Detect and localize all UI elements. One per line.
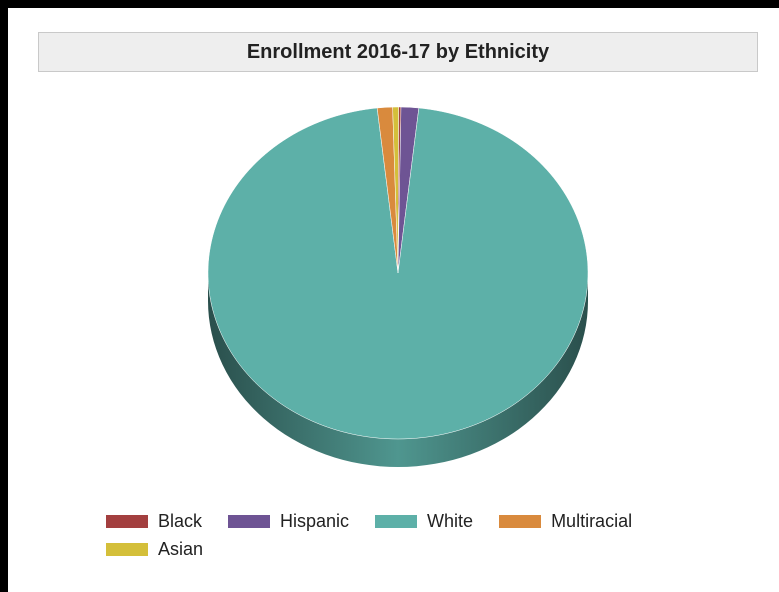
pie-chart — [207, 106, 589, 467]
pie-slice-white[interactable] — [207, 107, 589, 440]
legend-item-asian[interactable]: Asian — [106, 539, 203, 560]
legend-label: Multiracial — [551, 510, 633, 531]
legend-row: Black Hispanic White Multiracial — [106, 507, 746, 535]
legend-label: Hispanic — [280, 510, 350, 531]
legend-item-black[interactable]: Black — [106, 511, 202, 532]
legend-label: White — [427, 510, 474, 531]
legend-item-multiracial[interactable]: Multiracial — [499, 511, 632, 532]
chart-panel: Enrollment 2016-17 by Ethnicity Black His… — [14, 14, 779, 592]
pie-side-white — [208, 273, 588, 467]
legend-label: Asian — [158, 538, 204, 559]
legend-swatch — [106, 542, 148, 556]
legend-swatch — [228, 514, 271, 528]
legend-row: Asian — [106, 535, 746, 563]
chart-frame: Enrollment 2016-17 by Ethnicity Black His… — [8, 8, 779, 592]
chart-title: Enrollment 2016-17 by Ethnicity — [38, 32, 758, 72]
legend-label: Black — [158, 510, 203, 531]
legend-swatch — [106, 514, 148, 528]
pie-slice-asian[interactable] — [392, 106, 399, 274]
legend-item-hispanic[interactable]: Hispanic — [228, 511, 349, 532]
chart-legend: Black Hispanic White Multiracial Asian — [106, 507, 746, 563]
legend-swatch — [499, 514, 542, 528]
legend-swatch — [375, 514, 418, 528]
pie-side — [208, 273, 588, 467]
legend-item-white[interactable]: White — [375, 511, 473, 532]
